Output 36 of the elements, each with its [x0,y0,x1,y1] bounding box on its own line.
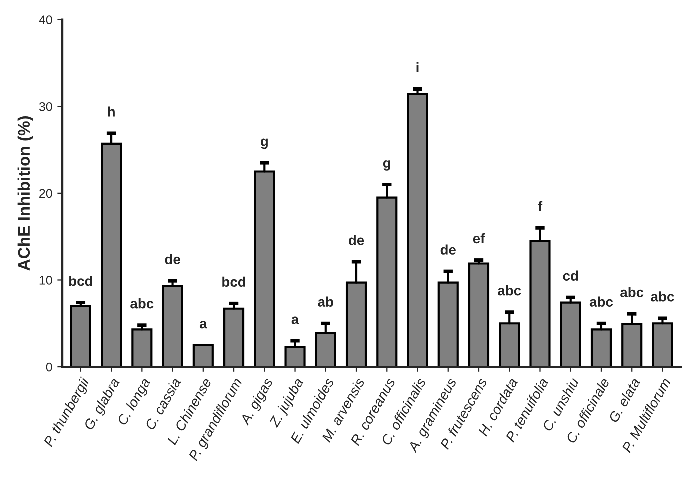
y-axis-title: AChE Inhibition (%) [18,116,34,271]
annotation: f [538,201,543,212]
bar [223,308,245,368]
annotation: bcd [69,276,92,286]
bar [560,302,582,368]
bar [162,285,184,368]
annotation: bcd [222,276,246,288]
annotation: abc [130,298,154,309]
annotation: a [200,321,208,329]
bar [407,93,428,368]
annotation: abc [651,292,674,302]
annotation: a [292,316,300,324]
annotation: h [108,106,115,117]
bar [652,322,674,368]
annotation: abc [620,287,644,298]
y-tick-label: 10 [40,276,52,285]
y-tick-label: 30 [39,102,52,112]
bar [284,346,306,368]
annotation: g [260,138,268,150]
annotation: cd [563,270,578,281]
annotation: ab [318,296,334,308]
y-tick-label: 0 [46,362,52,372]
bar [590,328,612,368]
y-tick-label: 40 [39,16,52,24]
annotation: abc [498,286,522,296]
annotation: g [383,160,390,171]
annotation: i [416,62,419,73]
annotation: ef [473,233,486,244]
annotation: abc [590,296,614,308]
annotation: de [165,254,180,264]
annotation: de [440,244,456,255]
annotation: de [348,235,364,246]
bar [70,305,92,368]
bar [192,344,214,368]
bar [468,262,490,368]
y-tick-label: 20 [40,189,52,198]
